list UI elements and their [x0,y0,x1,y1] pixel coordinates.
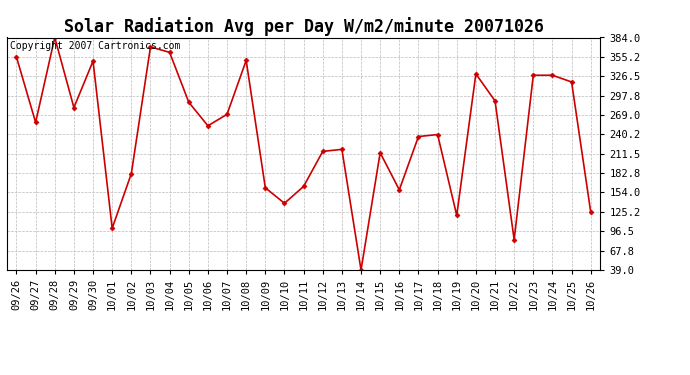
Text: Copyright 2007 Cartronics.com: Copyright 2007 Cartronics.com [10,41,180,51]
Title: Solar Radiation Avg per Day W/m2/minute 20071026: Solar Radiation Avg per Day W/m2/minute … [63,17,544,36]
